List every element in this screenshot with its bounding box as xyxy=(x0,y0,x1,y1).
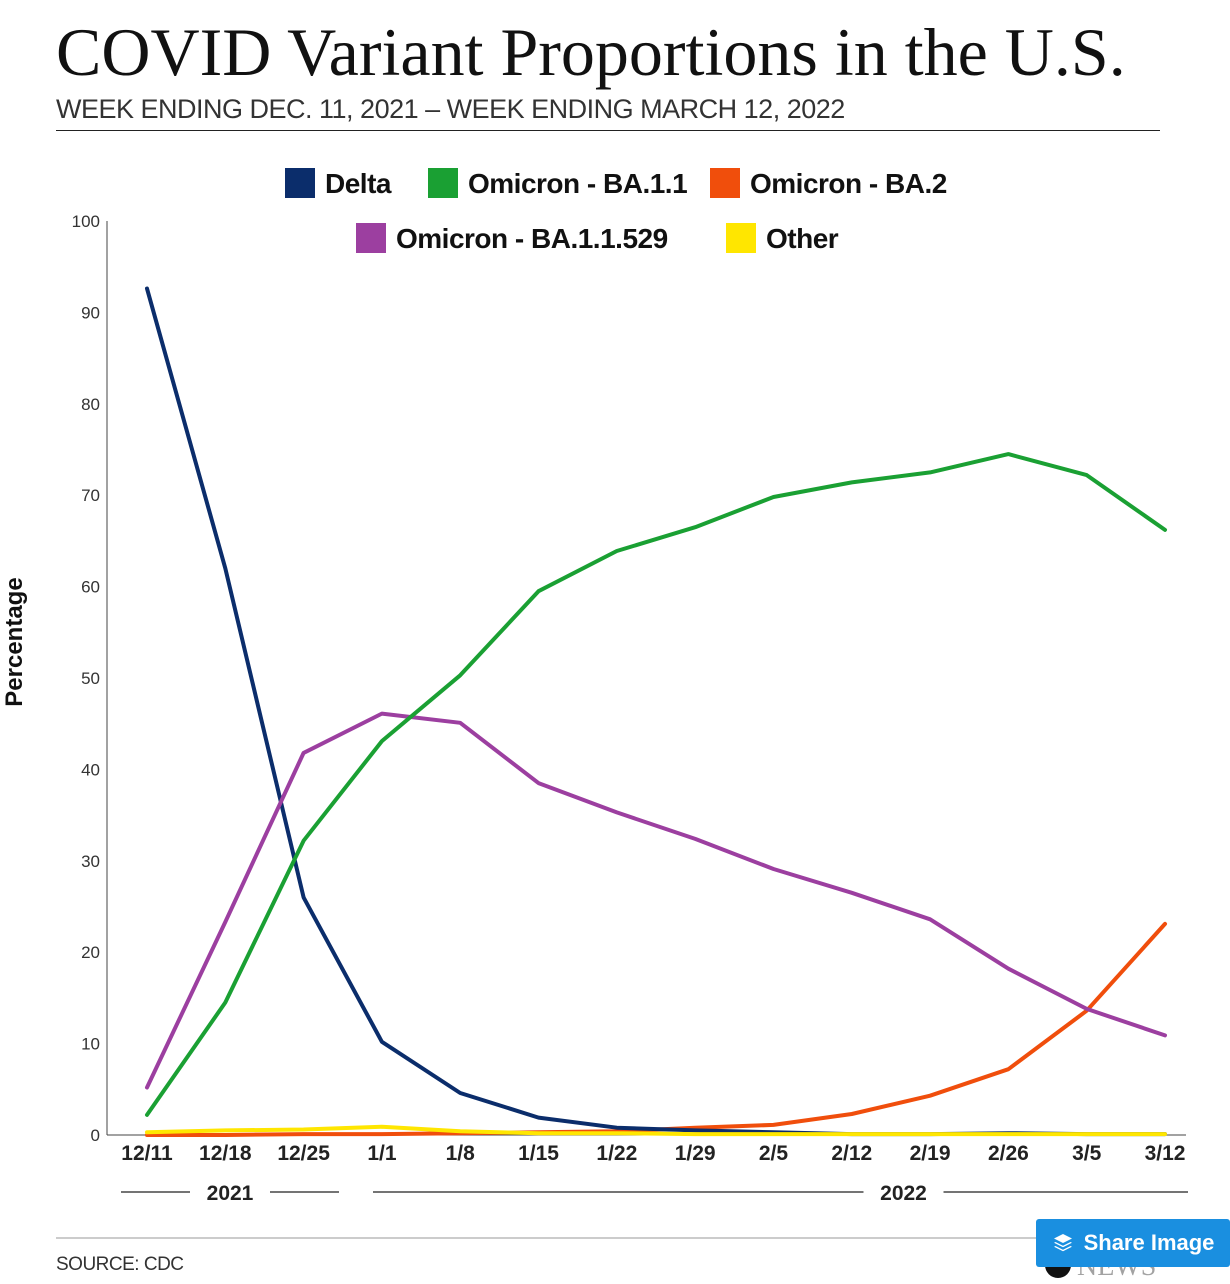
legend-label: Omicron - BA.2 xyxy=(750,168,947,199)
y-tick-label: 70 xyxy=(81,486,100,505)
share-image-button[interactable]: Share Image xyxy=(1036,1219,1230,1267)
x-tick-label: 3/12 xyxy=(1145,1142,1186,1165)
x-tick-label: 1/8 xyxy=(446,1142,476,1165)
series-line-omicron-ba-1-1-529 xyxy=(145,711,1167,1090)
x-tick-label: 3/5 xyxy=(1072,1142,1102,1165)
series-line-other xyxy=(145,1124,1167,1137)
y-tick-label: 100 xyxy=(72,212,100,231)
y-tick-label: 20 xyxy=(81,943,100,962)
header-rule xyxy=(56,130,1160,131)
layers-icon xyxy=(1053,1234,1072,1252)
legend-label: Omicron - BA.1.1.529 xyxy=(396,223,668,254)
source-note: SOURCE: CDC xyxy=(56,1254,184,1275)
series-line-omicron-ba-1-1 xyxy=(145,452,1167,1117)
share-image-label: Share Image xyxy=(1083,1230,1215,1255)
x-tick-label: 12/18 xyxy=(199,1142,252,1165)
legend-swatch xyxy=(710,168,740,198)
year-group-label: 2022 xyxy=(880,1182,927,1205)
legend-swatch xyxy=(285,168,315,198)
x-tick-label: 12/11 xyxy=(121,1142,173,1165)
legend-swatch xyxy=(726,223,756,253)
series-line-delta xyxy=(145,286,1167,1137)
chart-subtitle: WEEK ENDING DEC. 11, 2021 – WEEK ENDING … xyxy=(56,94,845,124)
x-tick-label: 12/25 xyxy=(277,1142,330,1165)
y-tick-label: 90 xyxy=(81,303,100,322)
footer: SOURCE: CDC NEWS xyxy=(56,1237,1176,1282)
x-tick-label: 2/26 xyxy=(988,1142,1029,1165)
legend-label: Delta xyxy=(325,168,392,199)
chart-title: COVID Variant Proportions in the U.S. xyxy=(56,14,1126,90)
axes: 0 10 20 30 40 50 60 70 80 90 100 Percentage 12/11 12/… xyxy=(1,212,1188,1205)
y-tick-label: 40 xyxy=(81,760,100,779)
series-layer xyxy=(145,286,1167,1137)
x-tick-label: 2/19 xyxy=(910,1142,951,1165)
x-tick-label: 1/15 xyxy=(518,1142,559,1165)
x-tick-label: 2/12 xyxy=(831,1142,872,1165)
legend-label: Omicron - BA.1.1 xyxy=(468,168,687,199)
y-axis-title: Percentage xyxy=(1,577,28,706)
legend-swatch xyxy=(356,223,386,253)
x-tick-label: 1/1 xyxy=(367,1142,397,1165)
y-tick-label: 60 xyxy=(81,578,100,597)
y-tick-label: 10 xyxy=(81,1035,100,1054)
year-group-label: 2021 xyxy=(207,1182,254,1205)
y-tick-label: 30 xyxy=(81,852,100,871)
x-tick-label: 2/5 xyxy=(759,1142,789,1165)
y-tick-label: 50 xyxy=(81,669,100,688)
series-line-omicron-ba-2 xyxy=(145,921,1167,1137)
legend-label: Other xyxy=(766,223,839,254)
x-tick-label: 1/22 xyxy=(596,1142,637,1165)
legend: Delta Omicron - BA.1.1 Omicron - BA.2 Omicr… xyxy=(285,168,947,254)
y-tick-label: 0 xyxy=(91,1126,100,1145)
x-tick-label: 1/29 xyxy=(675,1142,716,1165)
y-tick-label: 80 xyxy=(81,395,100,414)
legend-swatch xyxy=(428,168,458,198)
